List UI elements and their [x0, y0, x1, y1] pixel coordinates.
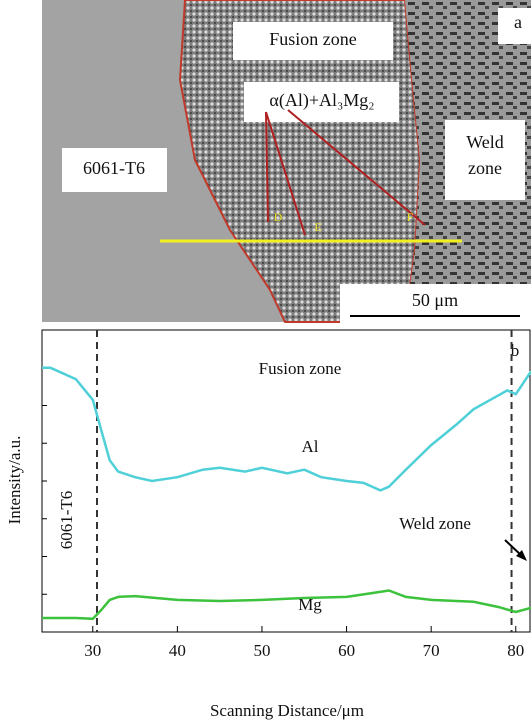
figure: Fusion zone α(Al)+Al₃Mg₂ 6061-T6 Weld zo…	[0, 0, 531, 726]
data-line	[42, 591, 531, 619]
x-axis-label: Scanning Distance/μm	[210, 701, 364, 720]
point-label: E	[314, 220, 321, 234]
label: Fusion zone	[269, 29, 357, 49]
micrograph: Fusion zone α(Al)+Al₃Mg₂ 6061-T6 Weld zo…	[42, 0, 531, 325]
label: zone	[468, 158, 502, 178]
series-label: Al	[302, 437, 319, 456]
panel-label: a	[514, 12, 522, 32]
annotation: Fusion zone	[259, 359, 342, 378]
annotation: Weld zone	[399, 514, 471, 533]
point-label: D	[274, 210, 283, 224]
x-tick-label: 80	[507, 641, 524, 660]
x-tick-label: 40	[169, 641, 186, 660]
x-tick-label: 50	[253, 641, 270, 660]
y-axis-label: Intensity/a.u.	[5, 436, 24, 525]
x-tick-label: 60	[338, 641, 355, 660]
label: 6061-T6	[83, 158, 145, 178]
x-tick-label: 70	[423, 641, 440, 660]
scale-label: 50 μm	[412, 290, 458, 310]
point-label: F	[407, 210, 414, 224]
label: α(Al)+Al₃Mg₂	[269, 90, 374, 111]
series-label: Mg	[298, 595, 322, 614]
label: Weld	[466, 132, 504, 152]
x-tick-label: 30	[84, 641, 101, 660]
annotation: 6061-T6	[57, 491, 76, 550]
data-line	[42, 368, 531, 491]
